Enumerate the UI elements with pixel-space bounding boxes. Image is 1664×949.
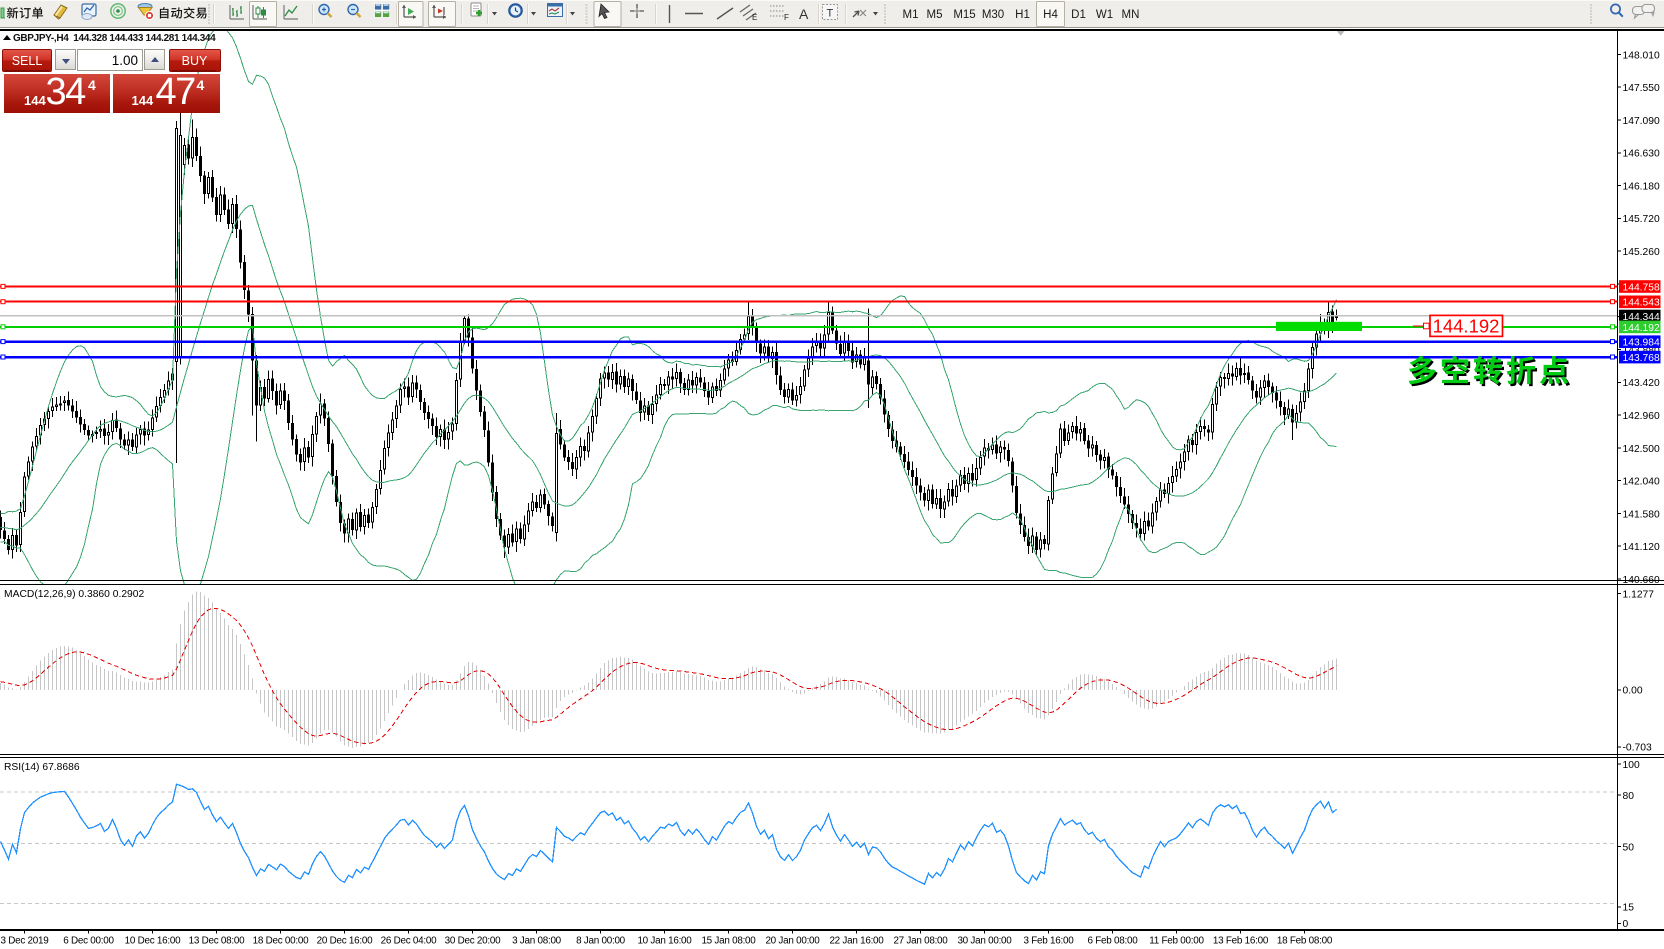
svg-text:27 Jan 08:00: 27 Jan 08:00 [893, 936, 948, 947]
svg-text:143.768: 143.768 [1623, 353, 1660, 364]
svg-text:15 Jan 08:00: 15 Jan 08:00 [701, 936, 756, 947]
svg-text:145.720: 145.720 [1623, 214, 1660, 225]
svg-text:141.580: 141.580 [1623, 509, 1660, 520]
svg-text:143.420: 143.420 [1623, 378, 1660, 389]
svg-text:144.192: 144.192 [1433, 315, 1500, 336]
svg-text:MACD(12,26,9) 0.3860 0.2902: MACD(12,26,9) 0.3860 0.2902 [4, 589, 145, 600]
svg-text:D1: D1 [1071, 9, 1086, 21]
svg-text:0.00: 0.00 [1623, 686, 1643, 697]
svg-text:M15: M15 [953, 9, 975, 21]
svg-text:100: 100 [1623, 760, 1640, 771]
svg-text:20 Dec 16:00: 20 Dec 16:00 [317, 936, 374, 947]
svg-text:3 Jan 08:00: 3 Jan 08:00 [512, 936, 562, 947]
svg-text:18 Dec 00:00: 18 Dec 00:00 [253, 936, 310, 947]
svg-text:6 Dec 00:00: 6 Dec 00:00 [63, 936, 114, 947]
svg-text:F: F [784, 13, 789, 22]
svg-text:144.192: 144.192 [1623, 323, 1660, 334]
svg-text:3 Feb 16:00: 3 Feb 16:00 [1024, 936, 1075, 947]
svg-text:1.1277: 1.1277 [1623, 590, 1655, 601]
svg-text:142.960: 142.960 [1623, 411, 1660, 422]
svg-text:144.758: 144.758 [1623, 282, 1660, 293]
svg-text:30 Jan 00:00: 30 Jan 00:00 [957, 936, 1012, 947]
svg-text:-0.703: -0.703 [1623, 743, 1652, 754]
svg-text:A: A [799, 6, 809, 22]
svg-text:H1: H1 [1015, 9, 1030, 21]
svg-text:M5: M5 [927, 9, 943, 21]
svg-text:RSI(14) 67.8686: RSI(14) 67.8686 [4, 762, 80, 773]
svg-text:3 Dec 2019: 3 Dec 2019 [0, 936, 49, 947]
svg-text:148.010: 148.010 [1623, 50, 1660, 61]
svg-text:13 Dec 08:00: 13 Dec 08:00 [189, 936, 246, 947]
svg-text:W1: W1 [1096, 9, 1113, 21]
svg-text:6 Feb 08:00: 6 Feb 08:00 [1088, 936, 1139, 947]
svg-text:146.630: 146.630 [1623, 149, 1660, 160]
svg-text:T: T [827, 8, 834, 20]
svg-text:15: 15 [1623, 903, 1635, 914]
svg-text:10 Dec 16:00: 10 Dec 16:00 [125, 936, 182, 947]
svg-text:50: 50 [1623, 842, 1635, 853]
svg-text:80: 80 [1623, 791, 1635, 802]
svg-text:13 Feb 16:00: 13 Feb 16:00 [1213, 936, 1269, 947]
svg-text:141.120: 141.120 [1623, 542, 1660, 553]
svg-text:10 Jan 16:00: 10 Jan 16:00 [637, 936, 692, 947]
svg-text:8 Jan 00:00: 8 Jan 00:00 [576, 936, 626, 947]
svg-text:11 Feb 00:00: 11 Feb 00:00 [1149, 936, 1204, 947]
svg-text:144.543: 144.543 [1623, 298, 1660, 309]
svg-text:MN: MN [1122, 9, 1140, 21]
svg-text:E: E [752, 13, 757, 22]
svg-text:140.660: 140.660 [1623, 575, 1660, 586]
svg-text:142.040: 142.040 [1623, 477, 1660, 488]
svg-text:M30: M30 [982, 9, 1004, 21]
svg-text:147.550: 147.550 [1623, 83, 1660, 94]
svg-text:147.090: 147.090 [1623, 116, 1660, 127]
svg-text:18 Feb 08:00: 18 Feb 08:00 [1277, 936, 1333, 947]
svg-text:144.344: 144.344 [1623, 312, 1660, 323]
svg-text:26 Dec 04:00: 26 Dec 04:00 [381, 936, 438, 947]
svg-text:143.984: 143.984 [1623, 338, 1660, 349]
svg-text:M1: M1 [903, 9, 919, 21]
svg-text:145.260: 145.260 [1623, 247, 1660, 258]
svg-text:20 Jan 00:00: 20 Jan 00:00 [765, 936, 820, 947]
svg-text:142.500: 142.500 [1623, 444, 1660, 455]
svg-text:0: 0 [1623, 919, 1629, 930]
svg-text:22 Jan 16:00: 22 Jan 16:00 [829, 936, 884, 947]
svg-text:30 Dec 20:00: 30 Dec 20:00 [445, 936, 502, 947]
svg-text:H4: H4 [1043, 9, 1058, 21]
svg-text:146.180: 146.180 [1623, 182, 1660, 193]
